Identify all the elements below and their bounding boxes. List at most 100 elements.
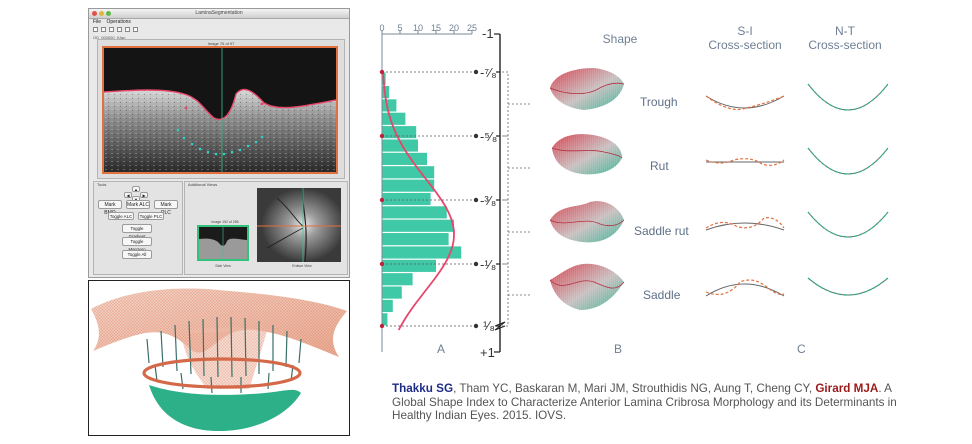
shape-surfaces (549, 68, 625, 310)
histogram-chart (379, 30, 530, 353)
pointer-tool-icon[interactable] (93, 27, 98, 32)
toggle-plc-button[interactable]: Toggle PLC (138, 212, 164, 220)
lamina-3d-render (88, 280, 350, 436)
top-axis-tick-25: 25 (466, 23, 477, 33)
nt-rut-curves (807, 147, 889, 175)
cross-section-curves (705, 83, 889, 297)
histogram-bar (382, 179, 435, 192)
close-window-icon[interactable] (92, 11, 97, 16)
histogram-bar (382, 219, 454, 232)
histogram-bar (382, 152, 427, 165)
mark-alc-button[interactable]: Mark ALC (126, 200, 150, 209)
shape-label-saddle: Saddle (643, 288, 681, 302)
si-header-line1: S-I (737, 24, 753, 38)
trough-surface-icon (549, 68, 625, 110)
enface-view-graphic (257, 188, 341, 262)
citation-text: Thakku SG, Tham YC, Baskaran M, Mari JM,… (392, 382, 902, 423)
side-view-label: Side View (215, 264, 231, 268)
window-title: LaminaSegmentation (195, 10, 243, 16)
lamina-3d-graphic (91, 288, 347, 431)
top-axis-tick-15: 15 (430, 23, 441, 33)
shape-index-axis-ticks (494, 33, 500, 353)
saddle-rut-surface-icon (549, 201, 625, 243)
rotate-tool-icon[interactable] (125, 27, 130, 32)
title-bar: LaminaSegmentation (89, 9, 349, 19)
guide-dots (379, 69, 479, 329)
toggle-gradient-button[interactable]: Toggle Gradient (122, 224, 152, 239)
side-view-graphic (199, 227, 247, 259)
si-saddle-rut-curves (705, 217, 785, 231)
shape-index-label-minus1-8: -¹⁄₈ (480, 257, 497, 272)
pan-tool-icon[interactable] (117, 27, 122, 32)
nt-header-line2: Cross-section (808, 38, 882, 52)
side-view-image[interactable] (197, 225, 249, 261)
histogram-bar (382, 126, 417, 139)
mark-bmo-button[interactable]: Mark BMO (98, 200, 122, 216)
oct-bscan-image[interactable] (102, 46, 338, 174)
citation-middle-authors: , Tham YC, Baskaran M, Mari JM, Strouthi… (453, 382, 816, 395)
citation-first-author: Thakku SG (392, 382, 454, 395)
arrow-right-button[interactable]: ▶ (140, 192, 148, 198)
shape-index-label-minus1: -1 (482, 26, 494, 41)
file-label: OD_000000_9Jan (93, 35, 126, 40)
arrow-up-button[interactable]: ▲ (132, 186, 140, 192)
menu-operations[interactable]: Operations (106, 19, 131, 25)
histogram-bar (382, 313, 388, 326)
density-curve (382, 71, 455, 331)
panel-letter-b: B (614, 342, 623, 356)
shape-index-label-minus5-8: -⁵⁄₈ (480, 129, 498, 144)
zoom-window-icon[interactable] (106, 11, 111, 16)
enface-view-image[interactable] (257, 188, 341, 262)
histogram-bar (382, 286, 402, 299)
panel-letter-c: C (797, 342, 806, 356)
mark-plc-button[interactable]: Mark PLC (154, 200, 178, 216)
top-axis-tick-20: 20 (448, 23, 459, 33)
menu-file[interactable]: File (93, 19, 102, 25)
toggle-all-button[interactable]: Toggle All (122, 250, 152, 259)
top-axis-tick-5: 5 (397, 23, 403, 33)
nt-header-line1: N-T (835, 24, 855, 38)
image-index-label: Image 76 of 97 (207, 41, 235, 46)
histogram-bar (382, 192, 431, 206)
shape-label-rut: Rut (650, 159, 669, 173)
shape-index-label-plus1: +1 (480, 345, 495, 360)
shape-column-header: Shape (602, 32, 638, 46)
enface-view-label: Enface View (292, 264, 312, 268)
main-image-panel: Image 76 of 97 (97, 39, 345, 179)
panel-letter-a: A (437, 342, 446, 356)
citation-title: . A Global Shape Index to Characterize A… (392, 382, 897, 422)
additional-views-group: Additional Views Image 192 of 256 Side V… (184, 181, 348, 275)
citation-last-author: Girard MJA (815, 382, 879, 395)
arrow-left-button[interactable]: ◀ (124, 192, 132, 198)
nt-saddle-rut-curves (807, 211, 889, 238)
nt-saddle-curves (807, 277, 889, 296)
top-axis-tick-0: 0 (379, 23, 385, 33)
top-axis-ticks (381, 30, 473, 34)
minimize-window-icon[interactable] (99, 11, 104, 16)
histogram-bar (382, 299, 393, 313)
rut-surface-icon (551, 134, 623, 175)
shape-index-label-1-8: ¹⁄₈ (483, 318, 495, 333)
tools-group-title: Tools (97, 182, 107, 187)
nt-trough-curves (807, 83, 889, 111)
zoom-in-tool-icon[interactable] (101, 27, 106, 32)
histogram-bar (382, 206, 447, 219)
thumb-index-label: Image 192 of 256 (211, 220, 239, 224)
toggle-mapzero-button[interactable]: Toggle Mapzero (122, 237, 152, 252)
toggle-alc-button[interactable]: Toggle ALC (108, 212, 134, 220)
zoom-out-tool-icon[interactable] (109, 27, 114, 32)
toolbar (89, 26, 349, 34)
saddle-surface-icon (549, 263, 625, 310)
histogram-bar (382, 233, 449, 246)
si-saddle-curves (705, 279, 785, 297)
additional-views-title: Additional Views (188, 182, 218, 187)
shape-index-label-minus7-8: -⁷⁄₈ (480, 65, 497, 80)
histogram-bar (382, 139, 418, 152)
histogram-bar (382, 99, 397, 112)
histogram-bar (382, 259, 436, 272)
histogram-bars (382, 72, 462, 326)
app-window: LaminaSegmentation File Operations OD_00… (88, 8, 350, 278)
save-tool-icon[interactable] (133, 27, 138, 32)
menu-bar: File Operations (89, 19, 349, 26)
top-axis-tick-10: 10 (412, 23, 423, 33)
